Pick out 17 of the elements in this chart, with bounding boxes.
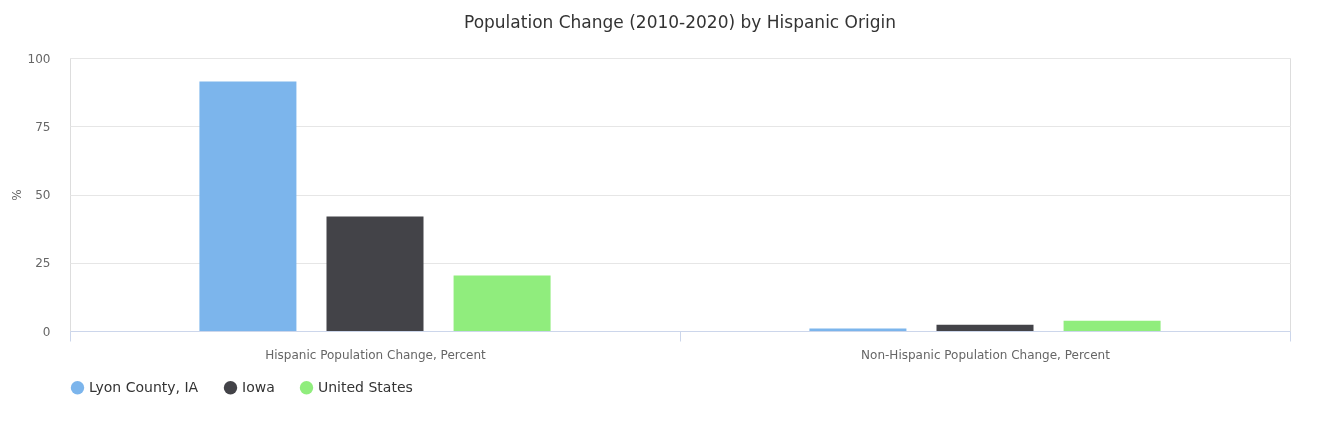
y-tick-label: 0 [42, 324, 51, 339]
legend-label: Lyon County, IA [89, 378, 199, 395]
y-tick-label: 25 [35, 256, 51, 271]
chart-title: Population Change (2010-2020) by Hispanic Origin [464, 12, 896, 32]
bar [199, 81, 297, 331]
y-axis-title: % [9, 189, 24, 201]
bar [1063, 320, 1161, 331]
legend-label: United States [318, 378, 413, 395]
legend-label: Iowa [242, 378, 275, 395]
y-tick-label: 100 [27, 51, 51, 66]
x-tick-label: Non-Hispanic Population Change, Percent [861, 347, 1111, 362]
y-tick-label: 75 [35, 119, 51, 134]
y-tick-label: 50 [35, 188, 51, 202]
bar [453, 275, 551, 331]
bar [326, 216, 424, 331]
bar [936, 324, 1034, 331]
x-tick-label: Hispanic Population Change, Percent [265, 347, 487, 362]
